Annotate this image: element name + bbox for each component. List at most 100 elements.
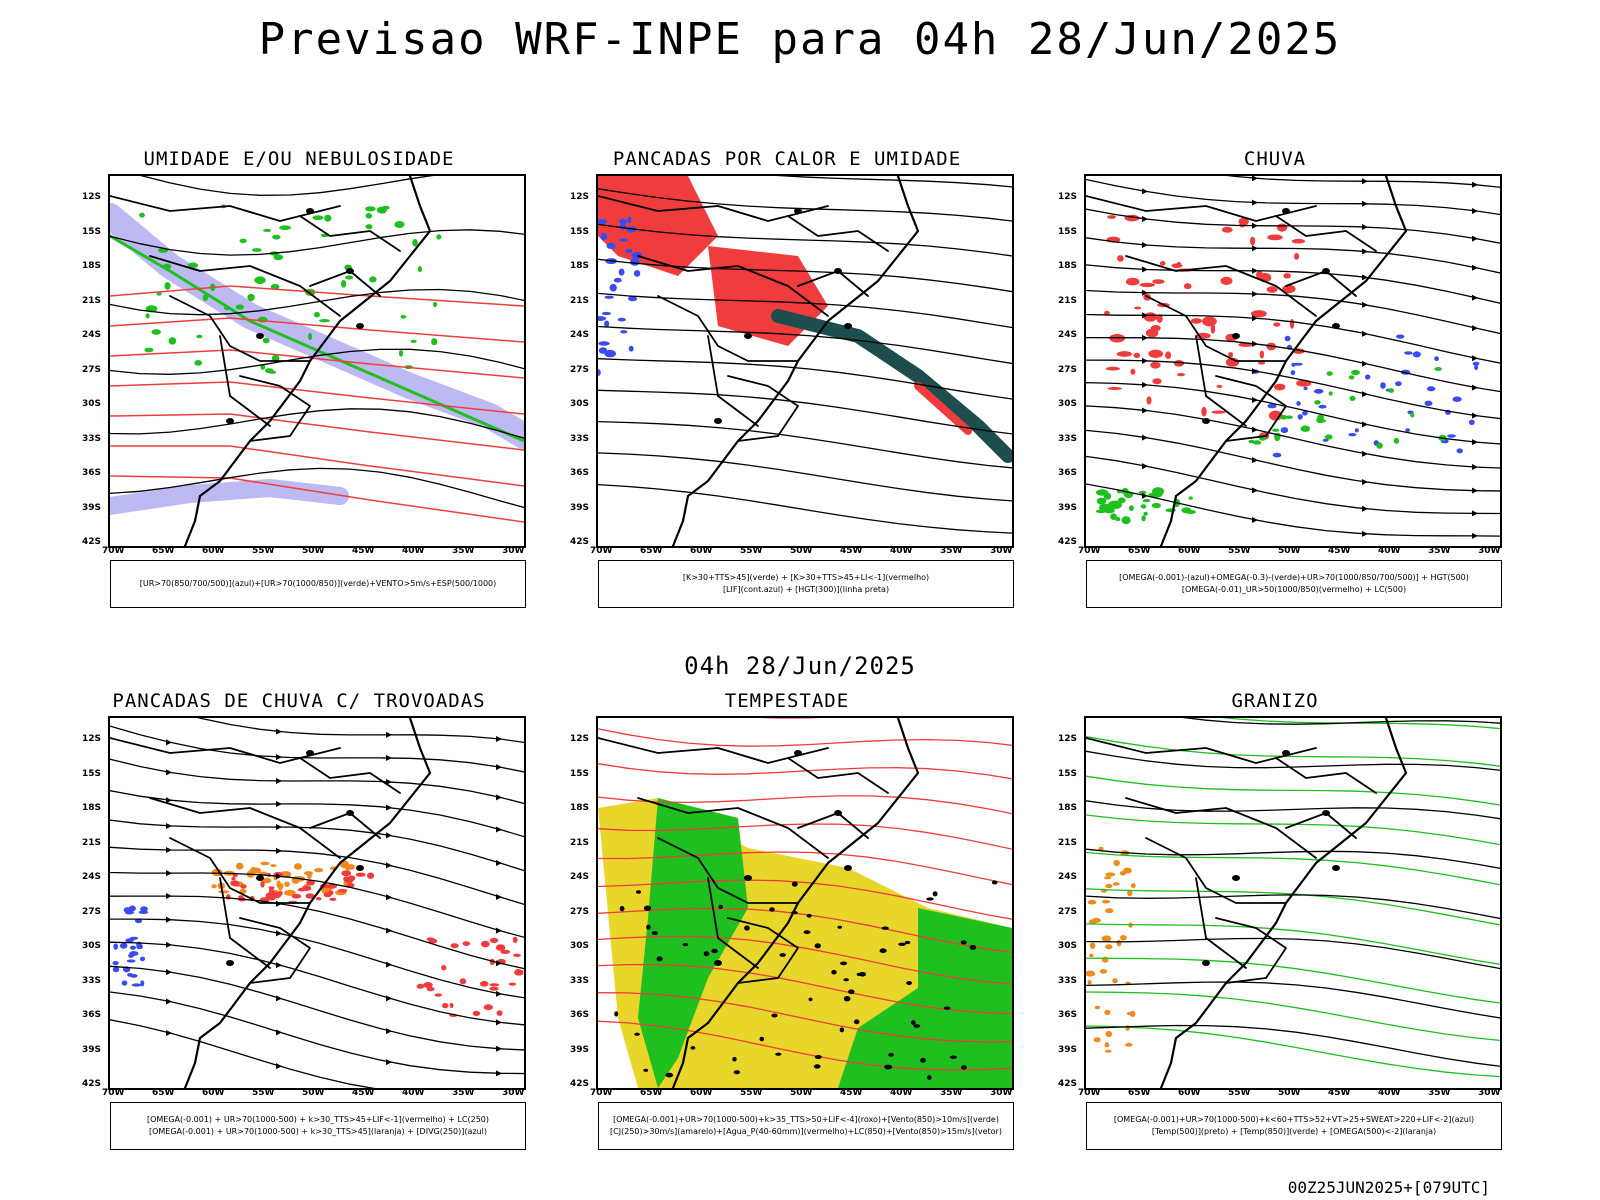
streamline-250 — [110, 895, 524, 970]
longitude-tick-label: 65W — [1128, 546, 1151, 556]
lake-mark — [1332, 323, 1340, 329]
wind-vector — [831, 969, 837, 975]
map-canvas — [1086, 176, 1500, 546]
longitude-tick-label: 35W — [940, 1088, 963, 1098]
wind-vector — [733, 1070, 740, 1075]
rain-area-red — [1117, 255, 1124, 262]
streamline-arrow — [1362, 178, 1368, 185]
thunderstorm-area-red — [481, 940, 490, 948]
streamline-arrow — [1252, 176, 1258, 182]
thunderstorm-area-red — [416, 983, 425, 989]
omega-area-orange — [1127, 889, 1133, 897]
humidity-cell-green — [279, 225, 291, 230]
streamline-250 — [110, 941, 524, 1026]
streamline-arrow — [1472, 207, 1478, 214]
wind-vector — [771, 1013, 778, 1018]
streamline-arrow — [1252, 222, 1258, 229]
lifted-index-contour-blue — [620, 330, 628, 334]
legend-box: [OMEGA(-0.001) + UR>70(1000-500) + k>30_… — [110, 1102, 526, 1150]
omega-area-orange — [1104, 1042, 1110, 1048]
map-panel-chuva: CHUVA 12S 15S 18S 21S 24S 27S 30S 33S 36S 39S 42S 70… — [1028, 148, 1522, 618]
humidity-cell-green — [345, 275, 354, 280]
omega-area-blue — [1456, 448, 1463, 454]
omega-area-orange — [1104, 876, 1112, 880]
rain-area-red — [1250, 236, 1256, 246]
longitude-tick-label: 40W — [890, 1088, 913, 1098]
coastline — [671, 176, 920, 546]
wind-vector — [744, 925, 750, 931]
streamline-arrow — [386, 832, 392, 839]
streamline-arrow — [496, 990, 502, 997]
state-border — [1215, 917, 1287, 984]
omega-area-orange — [1105, 872, 1116, 877]
height-500-contour — [1086, 455, 1500, 515]
wind-850-area-green — [638, 798, 748, 1088]
humidity-cell-green — [433, 301, 438, 308]
wind-vector — [991, 880, 998, 885]
streamline-arrow — [386, 961, 392, 968]
map-frame — [596, 716, 1014, 1090]
streamline-250 — [197, 718, 524, 744]
temp-500-contour — [1182, 718, 1500, 725]
humidity-cell-green — [139, 212, 145, 218]
rain-area-red — [1176, 373, 1186, 377]
streamline-arrow — [1142, 463, 1148, 470]
rain-area-red — [1283, 273, 1291, 279]
longitude-tick-label: 40W — [402, 1088, 425, 1098]
wind-vector — [779, 953, 786, 957]
panel-title: PANCADAS POR CALOR E UMIDADE — [612, 148, 962, 170]
wind-vector — [881, 926, 889, 930]
wind-vector — [614, 1011, 619, 1017]
divergence-area-blue — [130, 945, 136, 950]
lake-mark — [1282, 750, 1290, 756]
longitude-tick-label: 55W — [1228, 1088, 1251, 1098]
latitude-tick-label: 33S — [82, 433, 102, 444]
rain-area-red — [1156, 314, 1163, 323]
lake-mark — [744, 875, 752, 881]
streamline-arrow — [276, 728, 282, 735]
thunderstorm-area-red — [226, 894, 231, 900]
omega-area-blue — [1354, 428, 1359, 433]
streamline-arrow — [1472, 325, 1478, 332]
lake-mark — [256, 333, 264, 339]
latitude-tick-label: 39S — [570, 502, 590, 513]
streamline-arrow — [1252, 426, 1258, 433]
streamline-arrow — [496, 1070, 502, 1077]
height-500-contour — [1086, 429, 1500, 492]
thunderstorm-area-orange — [293, 863, 302, 870]
omega-area-blue — [1474, 364, 1479, 371]
omega-area-orange — [1105, 1049, 1112, 1053]
wind-vector — [969, 944, 977, 950]
state-border — [598, 737, 829, 764]
latitude-tick-label: 27S — [1058, 906, 1078, 917]
omega-area-green — [1388, 388, 1394, 393]
streamline-250 — [110, 871, 524, 938]
thunderstorm-area-red — [232, 873, 238, 878]
height-500-contour — [1086, 313, 1500, 364]
latitude-tick-label: 18S — [1058, 261, 1078, 271]
state-border — [1275, 215, 1377, 252]
streamline-arrow — [1142, 492, 1148, 499]
lifted-index-contour-blue — [630, 258, 640, 266]
legend-box: [OMEGA(-0.001)+UR>70(1000-500)+k>35_TTS>… — [598, 1102, 1014, 1150]
humidity-cell-green — [156, 292, 162, 296]
thunderstorm-area-red — [230, 880, 240, 887]
thickness-contour-red — [110, 475, 524, 523]
wind-vector — [848, 989, 855, 995]
wind-vector — [759, 1036, 765, 1042]
thunderstorm-area-red — [513, 953, 521, 957]
streamline-arrow — [1472, 181, 1478, 188]
omega-area-green — [1252, 440, 1262, 445]
geopotential-height-contour — [598, 452, 1012, 502]
lake-mark — [306, 208, 314, 214]
latitude-tick-label: 27S — [82, 364, 102, 375]
omega-area-green — [1272, 428, 1280, 432]
longitude-tick-label: 50W — [790, 1088, 813, 1098]
thunderstorm-area-orange — [236, 862, 244, 870]
panel-title: TEMPESTADE — [724, 690, 850, 712]
pressure-contour — [110, 288, 524, 316]
height-500-contour — [1086, 263, 1500, 304]
legend-line: [OMEGA(-0.01)_UR>50(1000/850)(vermelho) … — [1181, 585, 1407, 594]
height-500-contour — [1086, 359, 1500, 420]
wind-vector — [732, 1057, 737, 1062]
